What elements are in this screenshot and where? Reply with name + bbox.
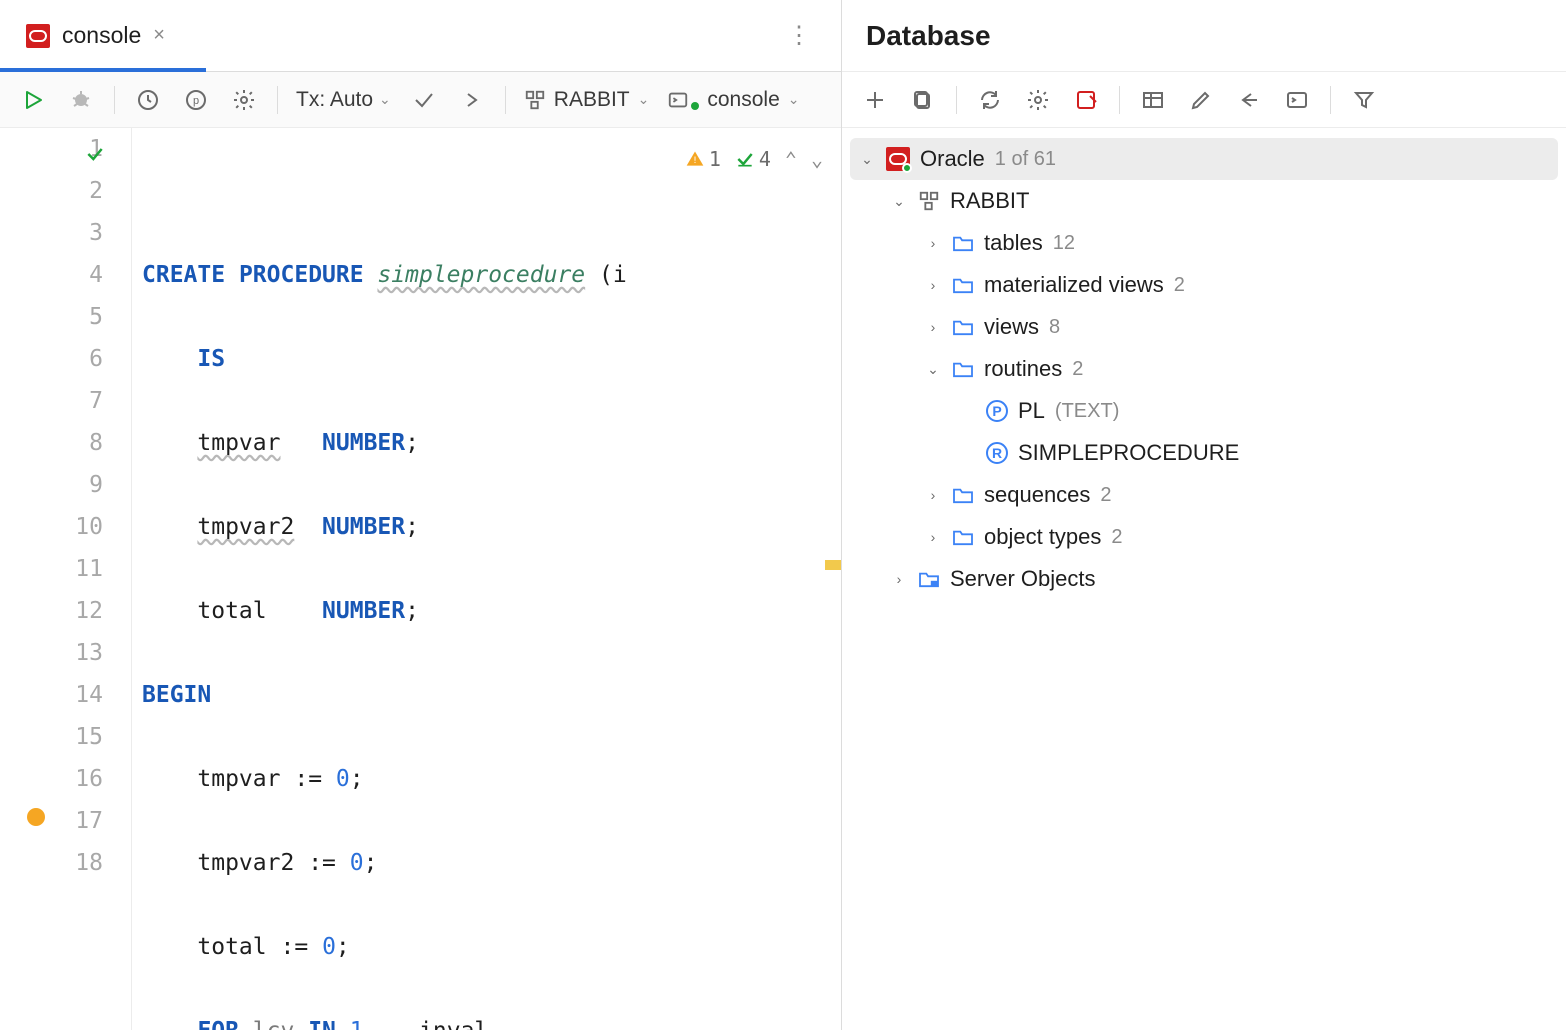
code-line: IS bbox=[142, 338, 841, 380]
oracle-icon bbox=[26, 24, 50, 48]
folder-icon bbox=[952, 234, 974, 252]
oracle-icon bbox=[886, 147, 910, 171]
tree-node-pl[interactable]: P PL (TEXT) bbox=[842, 390, 1566, 432]
settings-icon[interactable] bbox=[229, 85, 259, 115]
editor-panel: console × ⋮ p Tx: Auto ⌄ bbox=[0, 0, 842, 1030]
tree-node-rabbit[interactable]: ⌄ RABBIT bbox=[842, 180, 1566, 222]
code-line: FOR lcv IN 1 .. inval bbox=[142, 1010, 841, 1030]
database-panel: Database ⌄ Oracle 1 of 61 ⌄ RABBIT › bbox=[842, 0, 1566, 1030]
chevron-right-icon[interactable]: › bbox=[924, 487, 942, 503]
close-icon[interactable]: × bbox=[153, 24, 165, 47]
tree-node-mviews[interactable]: › materialized views 2 bbox=[842, 264, 1566, 306]
tree-node-simpleprocedure[interactable]: R SIMPLEPROCEDURE bbox=[842, 432, 1566, 474]
tab-console[interactable]: console × bbox=[0, 0, 191, 71]
code-line: tmpvar := 0; bbox=[142, 758, 841, 800]
tree-node-routines[interactable]: ⌄ routines 2 bbox=[842, 348, 1566, 390]
svg-text:!: ! bbox=[692, 155, 698, 166]
folder-icon bbox=[952, 486, 974, 504]
code-line: tmpvar NUMBER; bbox=[142, 422, 841, 464]
table-view-icon[interactable] bbox=[1138, 85, 1168, 115]
code-area[interactable]: !1 4 ⌃ ⌄ CREATE PROCEDURE simpleprocedur… bbox=[132, 128, 841, 1030]
up-icon[interactable]: ⌃ bbox=[785, 138, 797, 180]
folder-icon bbox=[952, 318, 974, 336]
database-toolbar bbox=[842, 72, 1566, 128]
stop-icon[interactable] bbox=[1071, 85, 1101, 115]
chevron-right-icon[interactable]: › bbox=[924, 319, 942, 335]
folder-icon bbox=[952, 528, 974, 546]
tx-mode-selector[interactable]: Tx: Auto ⌄ bbox=[296, 88, 391, 112]
code-line: tmpvar2 := 0; bbox=[142, 842, 841, 884]
connection-status-dot bbox=[691, 102, 699, 110]
tree-node-views[interactable]: › views 8 bbox=[842, 306, 1566, 348]
chevron-right-icon[interactable]: › bbox=[924, 529, 942, 545]
code-line: tmpvar2 NUMBER; bbox=[142, 506, 841, 548]
debug-icon[interactable] bbox=[66, 85, 96, 115]
schema-icon bbox=[918, 190, 940, 212]
gutter: 1 2 3 4 5 6 7 8 9 10 11 12 13 14 15 16 1… bbox=[0, 128, 132, 1030]
console-selector[interactable]: console ⌄ bbox=[667, 88, 799, 112]
procedure-icon: P bbox=[986, 400, 1008, 422]
chevron-down-icon[interactable]: ⌄ bbox=[890, 193, 908, 210]
chevron-right-icon[interactable]: › bbox=[924, 235, 942, 251]
typo-indicator[interactable]: 4 bbox=[735, 138, 771, 180]
history-icon[interactable] bbox=[133, 85, 163, 115]
code-line: BEGIN bbox=[142, 674, 841, 716]
intention-bulb-icon[interactable] bbox=[27, 808, 45, 826]
tab-menu-icon[interactable]: ⋮ bbox=[775, 15, 823, 56]
change-marker bbox=[825, 560, 841, 570]
editor-toolbar: p Tx: Auto ⌄ RABBIT ⌄ console ⌄ bbox=[0, 72, 841, 128]
svg-text:p: p bbox=[193, 95, 199, 107]
filter-icon[interactable] bbox=[1349, 85, 1379, 115]
chevron-right-icon[interactable]: › bbox=[924, 277, 942, 293]
tree-node-object-types[interactable]: › object types 2 bbox=[842, 516, 1566, 558]
tab-label: console bbox=[62, 22, 141, 49]
explain-plan-icon[interactable]: p bbox=[181, 85, 211, 115]
tree-node-sequences[interactable]: › sequences 2 bbox=[842, 474, 1566, 516]
database-title: Database bbox=[842, 0, 1566, 72]
add-icon[interactable] bbox=[860, 85, 890, 115]
routine-icon: R bbox=[986, 442, 1008, 464]
code-line: CREATE PROCEDURE simpleprocedure (i bbox=[142, 254, 841, 296]
tree-node-tables[interactable]: › tables 12 bbox=[842, 222, 1566, 264]
code-line: total := 0; bbox=[142, 926, 841, 968]
tab-bar: console × ⋮ bbox=[0, 0, 841, 72]
tree-node-oracle[interactable]: ⌄ Oracle 1 of 61 bbox=[850, 138, 1558, 180]
tree-node-server-objects[interactable]: › Server Objects bbox=[842, 558, 1566, 600]
code-editor[interactable]: 1 2 3 4 5 6 7 8 9 10 11 12 13 14 15 16 1… bbox=[0, 128, 841, 1030]
chevron-right-icon[interactable]: › bbox=[890, 571, 908, 587]
duplicate-icon[interactable] bbox=[908, 85, 938, 115]
settings-icon[interactable] bbox=[1023, 85, 1053, 115]
jump-icon[interactable] bbox=[1234, 85, 1264, 115]
folder-icon bbox=[952, 360, 974, 378]
folder-icon bbox=[952, 276, 974, 294]
inspections-widget[interactable]: !1 4 ⌃ ⌄ bbox=[685, 138, 823, 180]
tab-active-indicator bbox=[0, 68, 206, 72]
commit-icon[interactable] bbox=[409, 85, 439, 115]
refresh-icon[interactable] bbox=[975, 85, 1005, 115]
code-line: total NUMBER; bbox=[142, 590, 841, 632]
warning-indicator[interactable]: !1 bbox=[685, 138, 721, 180]
run-icon[interactable] bbox=[18, 85, 48, 115]
down-icon[interactable]: ⌄ bbox=[811, 138, 823, 180]
chevron-down-icon[interactable]: ⌄ bbox=[924, 361, 942, 378]
chevron-down-icon[interactable]: ⌄ bbox=[858, 151, 876, 168]
rollback-icon[interactable] bbox=[457, 85, 487, 115]
folder-icon bbox=[918, 570, 940, 588]
database-tree: ⌄ Oracle 1 of 61 ⌄ RABBIT › tables 12 › … bbox=[842, 128, 1566, 610]
edit-icon[interactable] bbox=[1186, 85, 1216, 115]
schema-selector[interactable]: RABBIT ⌄ bbox=[524, 88, 650, 112]
console-icon[interactable] bbox=[1282, 85, 1312, 115]
